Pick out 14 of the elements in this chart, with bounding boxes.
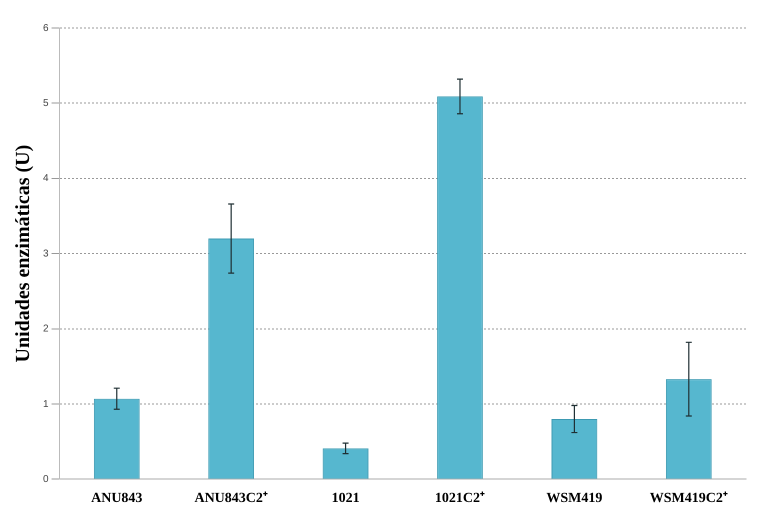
x-tick-label: ANU843	[91, 491, 142, 506]
y-tick-label: 5	[43, 98, 49, 109]
y-tick-label: 2	[43, 324, 49, 335]
x-tick-label: WSM419	[546, 491, 602, 506]
x-tick-label: 1021	[332, 491, 360, 506]
y-tick-label: 6	[43, 22, 49, 34]
x-tick-label: WSM419C2⁺	[650, 491, 728, 506]
x-tick-label: 1021C2⁺	[434, 491, 486, 506]
y-axis-title: Unidades enzimáticas (U)	[12, 144, 34, 362]
y-tick-label: 1	[43, 398, 49, 410]
y-tick-label: 3	[43, 248, 49, 260]
x-tick-label: ANU843C2⁺	[194, 491, 268, 506]
y-tick-label: 0	[43, 474, 49, 485]
y-tick-label: 4	[43, 173, 49, 184]
